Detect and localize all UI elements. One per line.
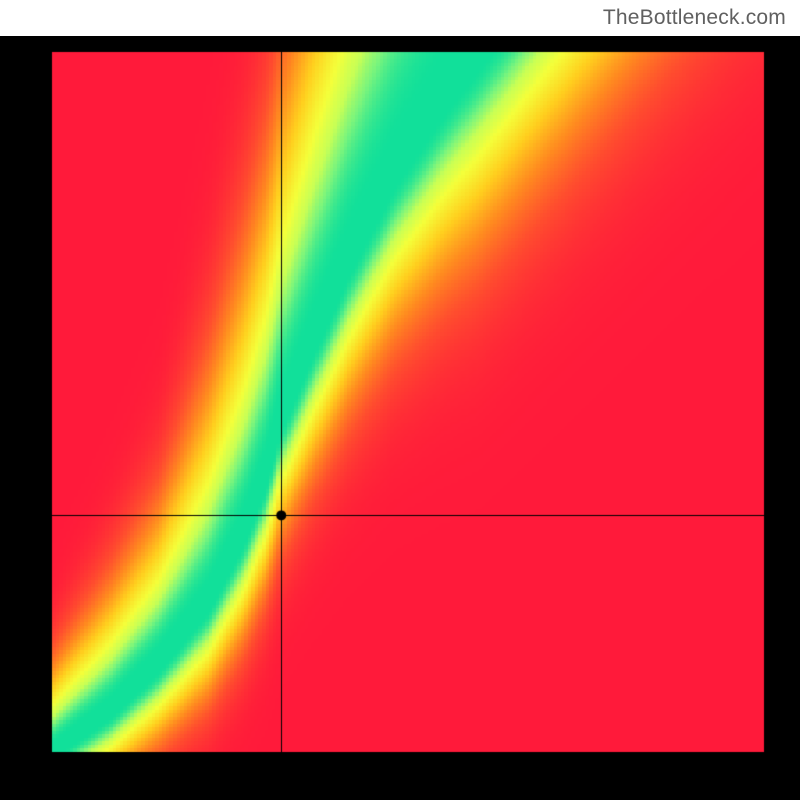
chart-container: TheBottleneck.com: [0, 0, 800, 800]
plot-frame: [0, 36, 800, 800]
attribution-text: TheBottleneck.com: [603, 6, 786, 30]
heatmap-canvas: [0, 36, 800, 800]
